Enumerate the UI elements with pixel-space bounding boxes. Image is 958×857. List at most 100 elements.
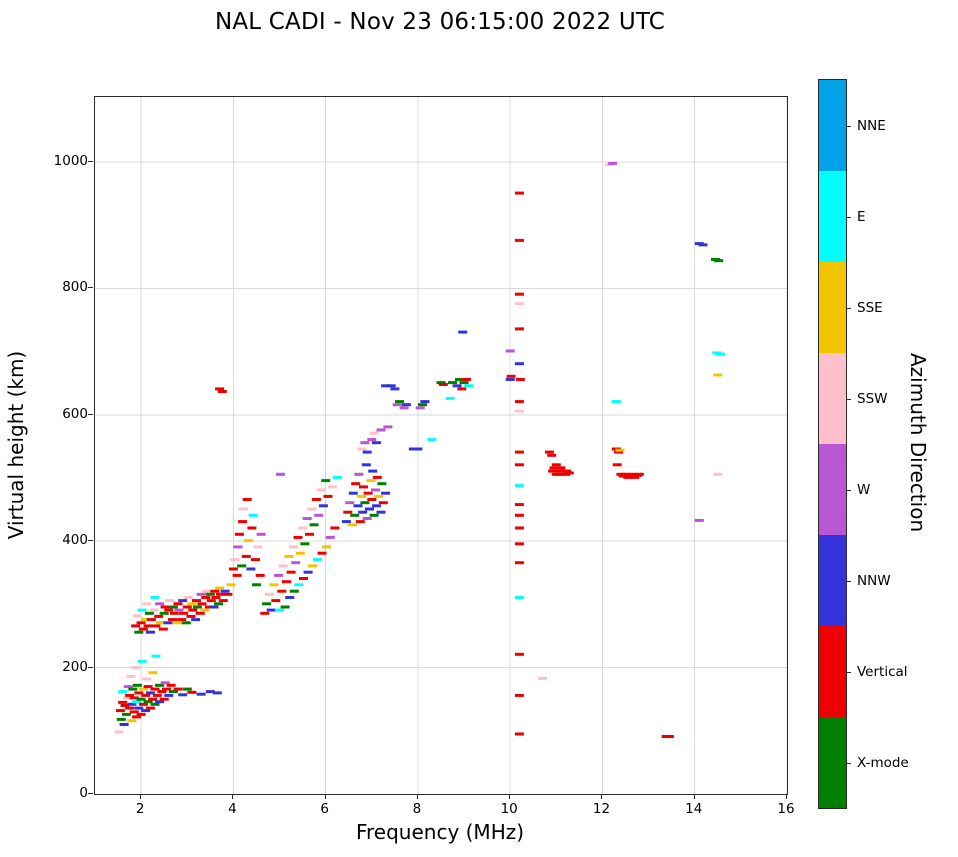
data-point (145, 691, 155, 695)
data-point (182, 687, 192, 691)
data-point (237, 564, 247, 568)
data-point (317, 551, 327, 555)
data-point (164, 608, 174, 612)
y-tick-mark (88, 540, 93, 542)
colorbar-tick-label: X-mode (857, 754, 909, 771)
data-point (330, 526, 340, 530)
data-point (131, 624, 141, 628)
data-point (551, 463, 561, 467)
data-point (308, 564, 318, 568)
plot-area (94, 96, 788, 795)
data-point (353, 504, 363, 508)
data-point (664, 735, 674, 738)
data-point (452, 384, 462, 388)
data-point (457, 387, 467, 391)
data-point (151, 654, 161, 658)
data-point (253, 545, 263, 549)
data-point (274, 573, 284, 577)
data-point (266, 608, 276, 612)
data-point (360, 441, 370, 445)
data-point (216, 592, 225, 596)
data-point (548, 469, 558, 473)
data-point (628, 472, 637, 476)
x-tick-mark (140, 794, 142, 799)
data-point (514, 596, 524, 599)
data-point (363, 491, 373, 495)
chart-title: NAL CADI - Nov 23 06:15:00 2022 UTC (214, 9, 666, 35)
x-tick-label: 16 (777, 801, 795, 817)
data-point (137, 659, 147, 663)
data-point (204, 605, 214, 609)
data-point (321, 479, 331, 483)
data-point (291, 561, 301, 565)
data-point (138, 702, 148, 706)
x-tick-label: 6 (320, 801, 329, 817)
data-point (138, 627, 148, 631)
data-point (174, 608, 184, 612)
data-point (136, 697, 146, 701)
data-point (386, 384, 396, 388)
x-tick-mark (786, 794, 787, 799)
data-point (359, 485, 368, 489)
y-tick-label: 800 (62, 279, 88, 296)
data-point (354, 472, 364, 476)
data-point (366, 479, 376, 483)
data-point (514, 238, 524, 242)
data-point (418, 403, 427, 407)
data-point (285, 596, 295, 599)
data-point (311, 498, 321, 501)
data-point (166, 683, 176, 687)
data-point (127, 719, 137, 723)
colorbar-tick-mark (847, 762, 851, 764)
colorbar-tick-label: SSW (857, 390, 888, 407)
x-tick-label: 14 (685, 801, 703, 817)
x-tick-label: 10 (500, 801, 518, 817)
data-point (123, 685, 133, 689)
data-point (365, 507, 374, 511)
colorbar-tick-mark (847, 125, 851, 127)
data-point (145, 630, 155, 634)
data-point (114, 730, 124, 734)
data-point (206, 599, 216, 603)
data-point (129, 710, 139, 714)
data-point (252, 583, 261, 587)
data-point (212, 691, 222, 695)
data-point (514, 542, 524, 546)
data-point (316, 488, 326, 492)
data-point (142, 677, 152, 681)
data-point (461, 378, 471, 381)
data-point (205, 690, 215, 694)
data-point (544, 450, 554, 454)
data-point (314, 513, 324, 517)
data-point (168, 690, 178, 694)
x-tick-mark (232, 794, 234, 799)
data-point (187, 602, 197, 606)
data-point (159, 697, 169, 701)
data-point (242, 498, 252, 501)
data-point (211, 596, 221, 599)
data-point (377, 482, 387, 486)
data-point (218, 599, 228, 603)
data-point (121, 712, 131, 716)
data-point (358, 510, 368, 514)
data-point (376, 428, 386, 432)
data-point (132, 715, 141, 719)
data-point (514, 561, 524, 565)
data-point (150, 687, 160, 691)
data-point (298, 526, 308, 530)
data-point (361, 463, 371, 467)
data-point (390, 387, 400, 391)
colorbar-tick-label: NNW (857, 572, 891, 589)
data-point (246, 567, 256, 571)
colorbar-tick-mark (847, 398, 851, 400)
data-point (173, 687, 183, 691)
x-tick-mark (416, 794, 418, 799)
data-point (378, 501, 388, 505)
data-point (172, 621, 182, 625)
data-point (455, 378, 464, 381)
data-point (137, 608, 147, 612)
data-point (514, 409, 524, 413)
data-point (357, 494, 367, 498)
data-point (143, 624, 153, 628)
data-point (128, 687, 138, 691)
